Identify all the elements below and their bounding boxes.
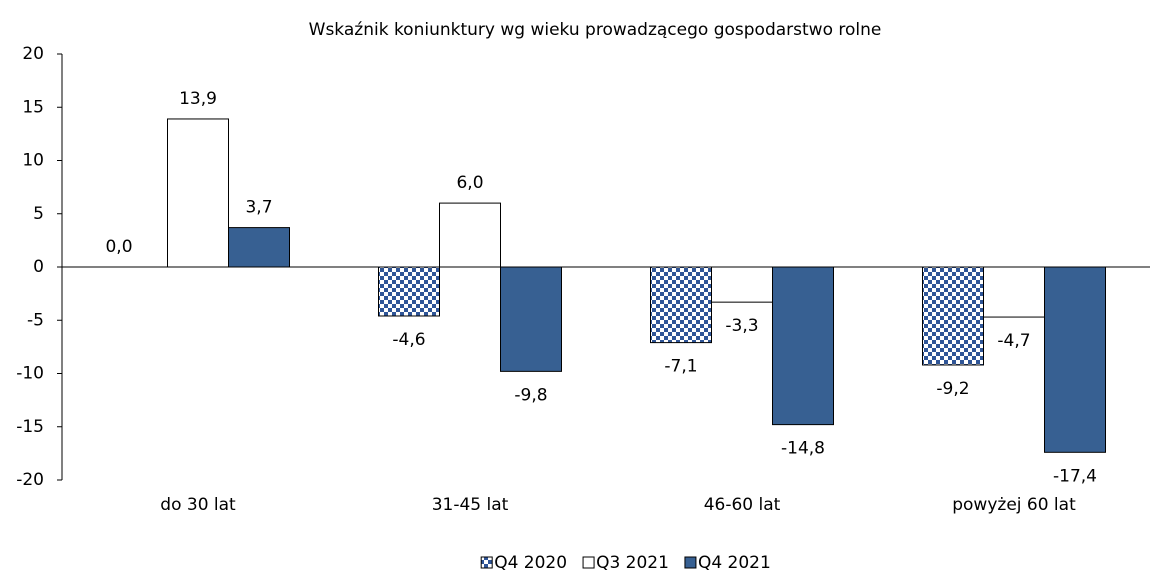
bar xyxy=(711,266,773,303)
y-tick-label: 5 xyxy=(33,204,44,224)
bar xyxy=(228,227,290,268)
x-tick-label: do 30 lat xyxy=(160,495,236,515)
y-tick-label: -15 xyxy=(16,417,44,437)
value-label: 13,9 xyxy=(179,89,217,109)
bar xyxy=(167,118,229,268)
value-label: 0,0 xyxy=(105,237,132,257)
legend-label: Q4 2020 xyxy=(494,553,567,573)
bar xyxy=(1044,266,1106,453)
value-label: -9,2 xyxy=(936,379,969,399)
bar xyxy=(983,266,1045,318)
y-tick-label: 0 xyxy=(33,257,44,277)
bar xyxy=(772,266,834,426)
bar xyxy=(650,266,712,344)
value-label: 6,0 xyxy=(456,173,483,193)
y-tick-label: 15 xyxy=(22,97,44,117)
legend-swatch xyxy=(684,556,697,569)
legend-label: Q3 2021 xyxy=(596,553,669,573)
legend-label: Q4 2021 xyxy=(698,553,771,573)
value-label: -17,4 xyxy=(1053,466,1097,486)
value-label: -7,1 xyxy=(664,357,697,377)
x-tick-label: 46-60 lat xyxy=(704,495,781,515)
y-tick-label: -20 xyxy=(16,470,44,490)
bar xyxy=(922,266,984,366)
value-label: 3,7 xyxy=(245,198,272,218)
value-label: -9,8 xyxy=(514,385,547,405)
x-tick-label: 31-45 lat xyxy=(432,495,509,515)
legend-swatch xyxy=(480,556,493,569)
bar xyxy=(439,202,501,268)
value-label: -3,3 xyxy=(725,316,758,336)
value-label: -14,8 xyxy=(781,439,825,459)
y-tick-label: -10 xyxy=(16,364,44,384)
x-tick-label: powyżej 60 lat xyxy=(952,495,1076,515)
y-tick-label: 20 xyxy=(22,44,44,64)
legend-swatch xyxy=(582,556,595,569)
value-label: -4,7 xyxy=(997,331,1030,351)
bar xyxy=(500,266,562,372)
value-label: -4,6 xyxy=(392,330,425,350)
bar xyxy=(378,266,440,317)
y-tick-label: 10 xyxy=(22,151,44,171)
y-tick-label: -5 xyxy=(27,310,44,330)
chart-title: Wskaźnik koniunktury wg wieku prowadzące… xyxy=(309,20,882,40)
